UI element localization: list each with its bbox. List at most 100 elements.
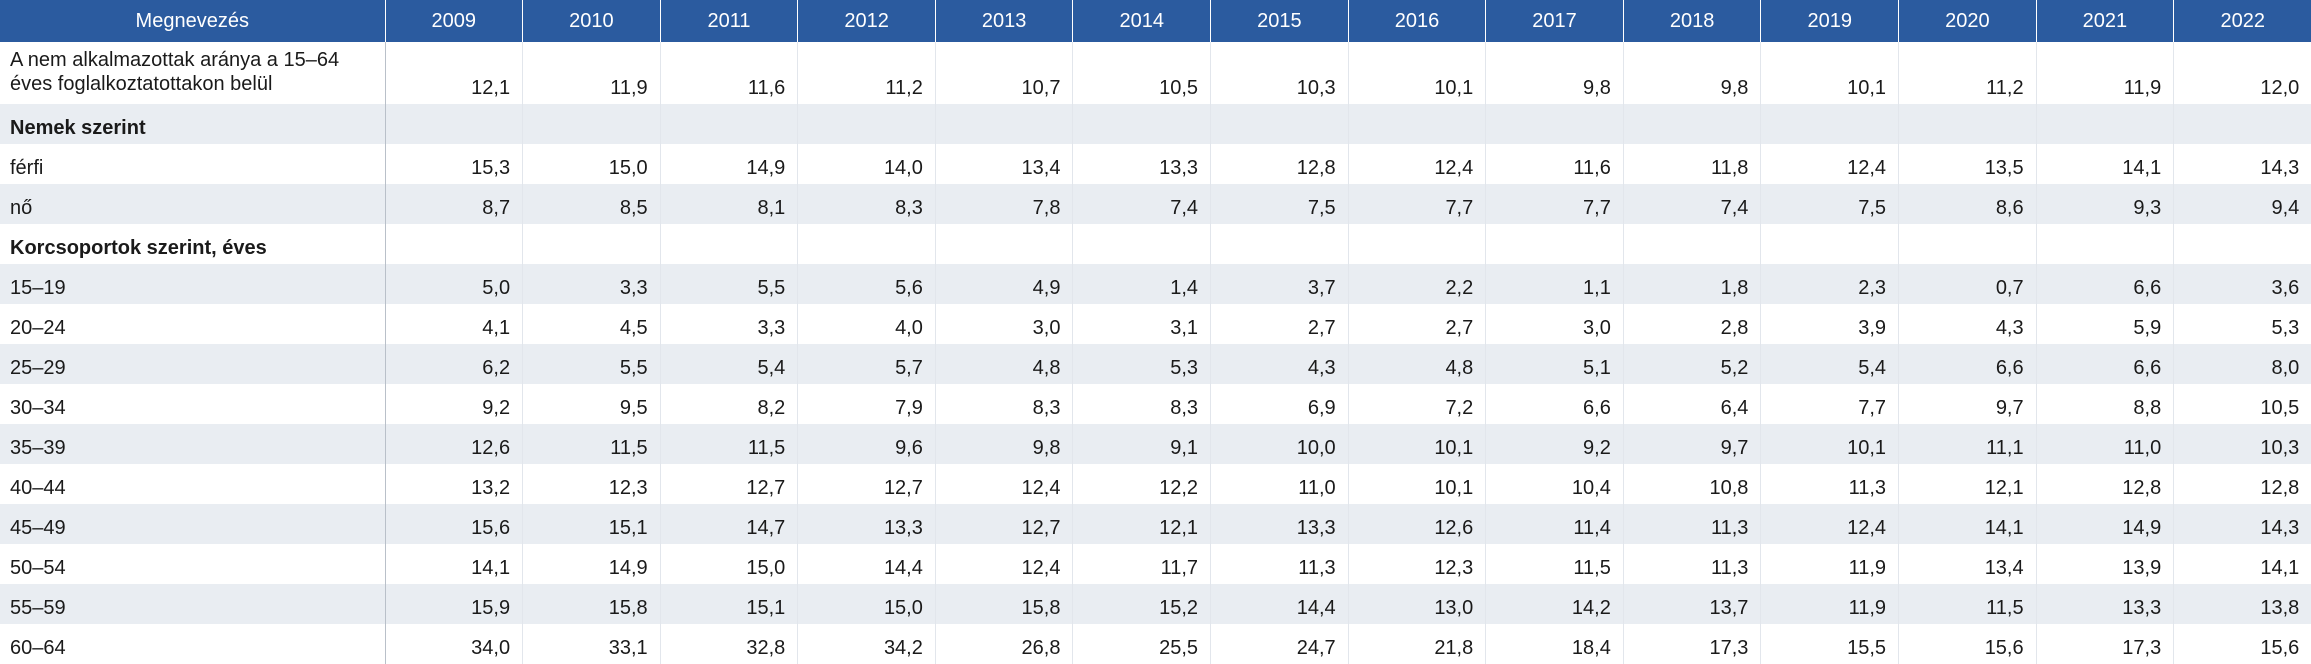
table-row: 25–29 6,2 5,5 5,4 5,7 4,8 5,3 4,3 4,8 5,1 5,2 5,4 6,… xyxy=(0,344,2311,384)
value-cell: 13,3 xyxy=(2036,584,2175,624)
value-cell: 11,7 xyxy=(1072,544,1212,584)
value-cell: 8,3 xyxy=(797,184,936,224)
value-cell: 12,1 xyxy=(1898,464,2037,504)
header-name-cell: Megnevezés xyxy=(0,0,386,42)
value-cell: 14,1 xyxy=(2036,144,2175,184)
value-cell: 7,4 xyxy=(1623,184,1762,224)
value-cell: 34,2 xyxy=(797,624,936,664)
value-cell: 7,7 xyxy=(1760,384,1900,424)
value-cell: 12,4 xyxy=(935,544,1074,584)
value-cell: 11,9 xyxy=(1760,584,1900,624)
row-label-cell: 40–44 xyxy=(0,464,386,504)
value-cell: 4,8 xyxy=(1348,344,1487,384)
value-cell: 8,8 xyxy=(2036,384,2175,424)
value-cell: 8,7 xyxy=(385,184,524,224)
value-cell: 15,8 xyxy=(935,584,1074,624)
value-cell: 12,6 xyxy=(385,424,524,464)
value-cell: 34,0 xyxy=(385,624,524,664)
value-cell: 11,6 xyxy=(1485,144,1624,184)
header-year-cell: 2019 xyxy=(1760,0,1900,42)
value-cell: 9,7 xyxy=(1623,424,1762,464)
value-cell: 10,1 xyxy=(1760,42,1900,104)
header-year-cell: 2017 xyxy=(1485,0,1624,42)
value-cell: 15,1 xyxy=(522,504,661,544)
table-row: Korcsoportok szerint, éves xyxy=(0,224,2311,264)
value-cell: 13,7 xyxy=(1623,584,1762,624)
value-cell: 7,8 xyxy=(935,184,1074,224)
value-cell: 6,6 xyxy=(1485,384,1624,424)
value-cell: 12,7 xyxy=(660,464,799,504)
value-cell: 15,3 xyxy=(385,144,524,184)
header-year-cell: 2014 xyxy=(1072,0,1212,42)
value-cell: 15,0 xyxy=(522,144,661,184)
value-cell: 14,9 xyxy=(522,544,661,584)
value-cell: 15,8 xyxy=(522,584,661,624)
value-cell xyxy=(1210,224,1349,264)
value-cell: 6,6 xyxy=(2036,264,2175,304)
value-cell: 14,4 xyxy=(1210,584,1349,624)
header-year-cell: 2010 xyxy=(522,0,661,42)
value-cell: 0,7 xyxy=(1898,264,2037,304)
value-cell: 12,1 xyxy=(385,42,524,104)
value-cell: 24,7 xyxy=(1210,624,1349,664)
value-cell: 11,9 xyxy=(522,42,661,104)
value-cell: 2,7 xyxy=(1348,304,1487,344)
value-cell: 26,8 xyxy=(935,624,1074,664)
value-cell: 12,4 xyxy=(1760,144,1900,184)
value-cell: 11,0 xyxy=(2036,424,2175,464)
value-cell xyxy=(1623,224,1762,264)
value-cell xyxy=(1898,104,2037,144)
value-cell: 7,5 xyxy=(1210,184,1349,224)
value-cell: 5,4 xyxy=(660,344,799,384)
value-cell: 6,9 xyxy=(1210,384,1349,424)
value-cell: 10,4 xyxy=(1485,464,1624,504)
header-year-cell: 2011 xyxy=(660,0,799,42)
value-cell xyxy=(385,224,524,264)
value-cell: 12,4 xyxy=(935,464,1074,504)
value-cell: 11,0 xyxy=(1210,464,1349,504)
value-cell: 3,9 xyxy=(1760,304,1900,344)
value-cell: 4,8 xyxy=(935,344,1074,384)
value-cell: 11,3 xyxy=(1623,544,1762,584)
value-cell: 5,1 xyxy=(1485,344,1624,384)
value-cell xyxy=(2036,104,2175,144)
value-cell: 9,2 xyxy=(1485,424,1624,464)
value-cell: 15,6 xyxy=(2260,637,2300,659)
value-cell: 12,4 xyxy=(1348,144,1487,184)
row-label-cell: nő xyxy=(0,184,386,224)
value-cell: 12,4 xyxy=(1760,504,1900,544)
value-cell: 5,3 xyxy=(2271,317,2300,339)
value-cell: 33,1 xyxy=(522,624,661,664)
value-cell: 11,3 xyxy=(1760,464,1900,504)
value-cell: 10,0 xyxy=(1210,424,1349,464)
header-year-cell: 2009 xyxy=(385,0,524,42)
value-cell xyxy=(935,224,1074,264)
value-cell: 10,5 xyxy=(1072,42,1212,104)
value-cell: 9,7 xyxy=(1898,384,2037,424)
value-cell: 11,8 xyxy=(1623,144,1762,184)
header-year-cell: 2021 xyxy=(2036,0,2175,42)
value-cell: 7,5 xyxy=(1760,184,1900,224)
row-label-cell: 35–39 xyxy=(0,424,386,464)
value-cell: 6,6 xyxy=(1898,344,2037,384)
value-cell: 2,8 xyxy=(1623,304,1762,344)
value-cell: 1,1 xyxy=(1485,264,1624,304)
table-header-row: Megnevezés 2009 2010 2011 2012 2013 2014… xyxy=(0,0,2311,42)
value-cell: 14,0 xyxy=(797,144,936,184)
value-cell: 2,2 xyxy=(1348,264,1487,304)
value-cell: 12,3 xyxy=(1348,544,1487,584)
value-cell: 3,1 xyxy=(1072,304,1212,344)
row-label-cell: 15–19 xyxy=(0,264,386,304)
value-cell: 11,2 xyxy=(1898,42,2037,104)
value-cell xyxy=(797,104,936,144)
value-cell: 10,3 xyxy=(2173,424,2311,464)
value-cell: 15,6 xyxy=(385,504,524,544)
value-cell xyxy=(1760,224,1900,264)
value-cell: 9,8 xyxy=(935,424,1074,464)
value-cell xyxy=(935,104,1074,144)
value-cell: 11,3 xyxy=(1210,544,1349,584)
value-cell: 12,0 xyxy=(2260,77,2300,99)
value-cell: 10,5 xyxy=(2260,397,2300,419)
value-cell: 1,8 xyxy=(1623,264,1762,304)
value-cell xyxy=(797,224,936,264)
